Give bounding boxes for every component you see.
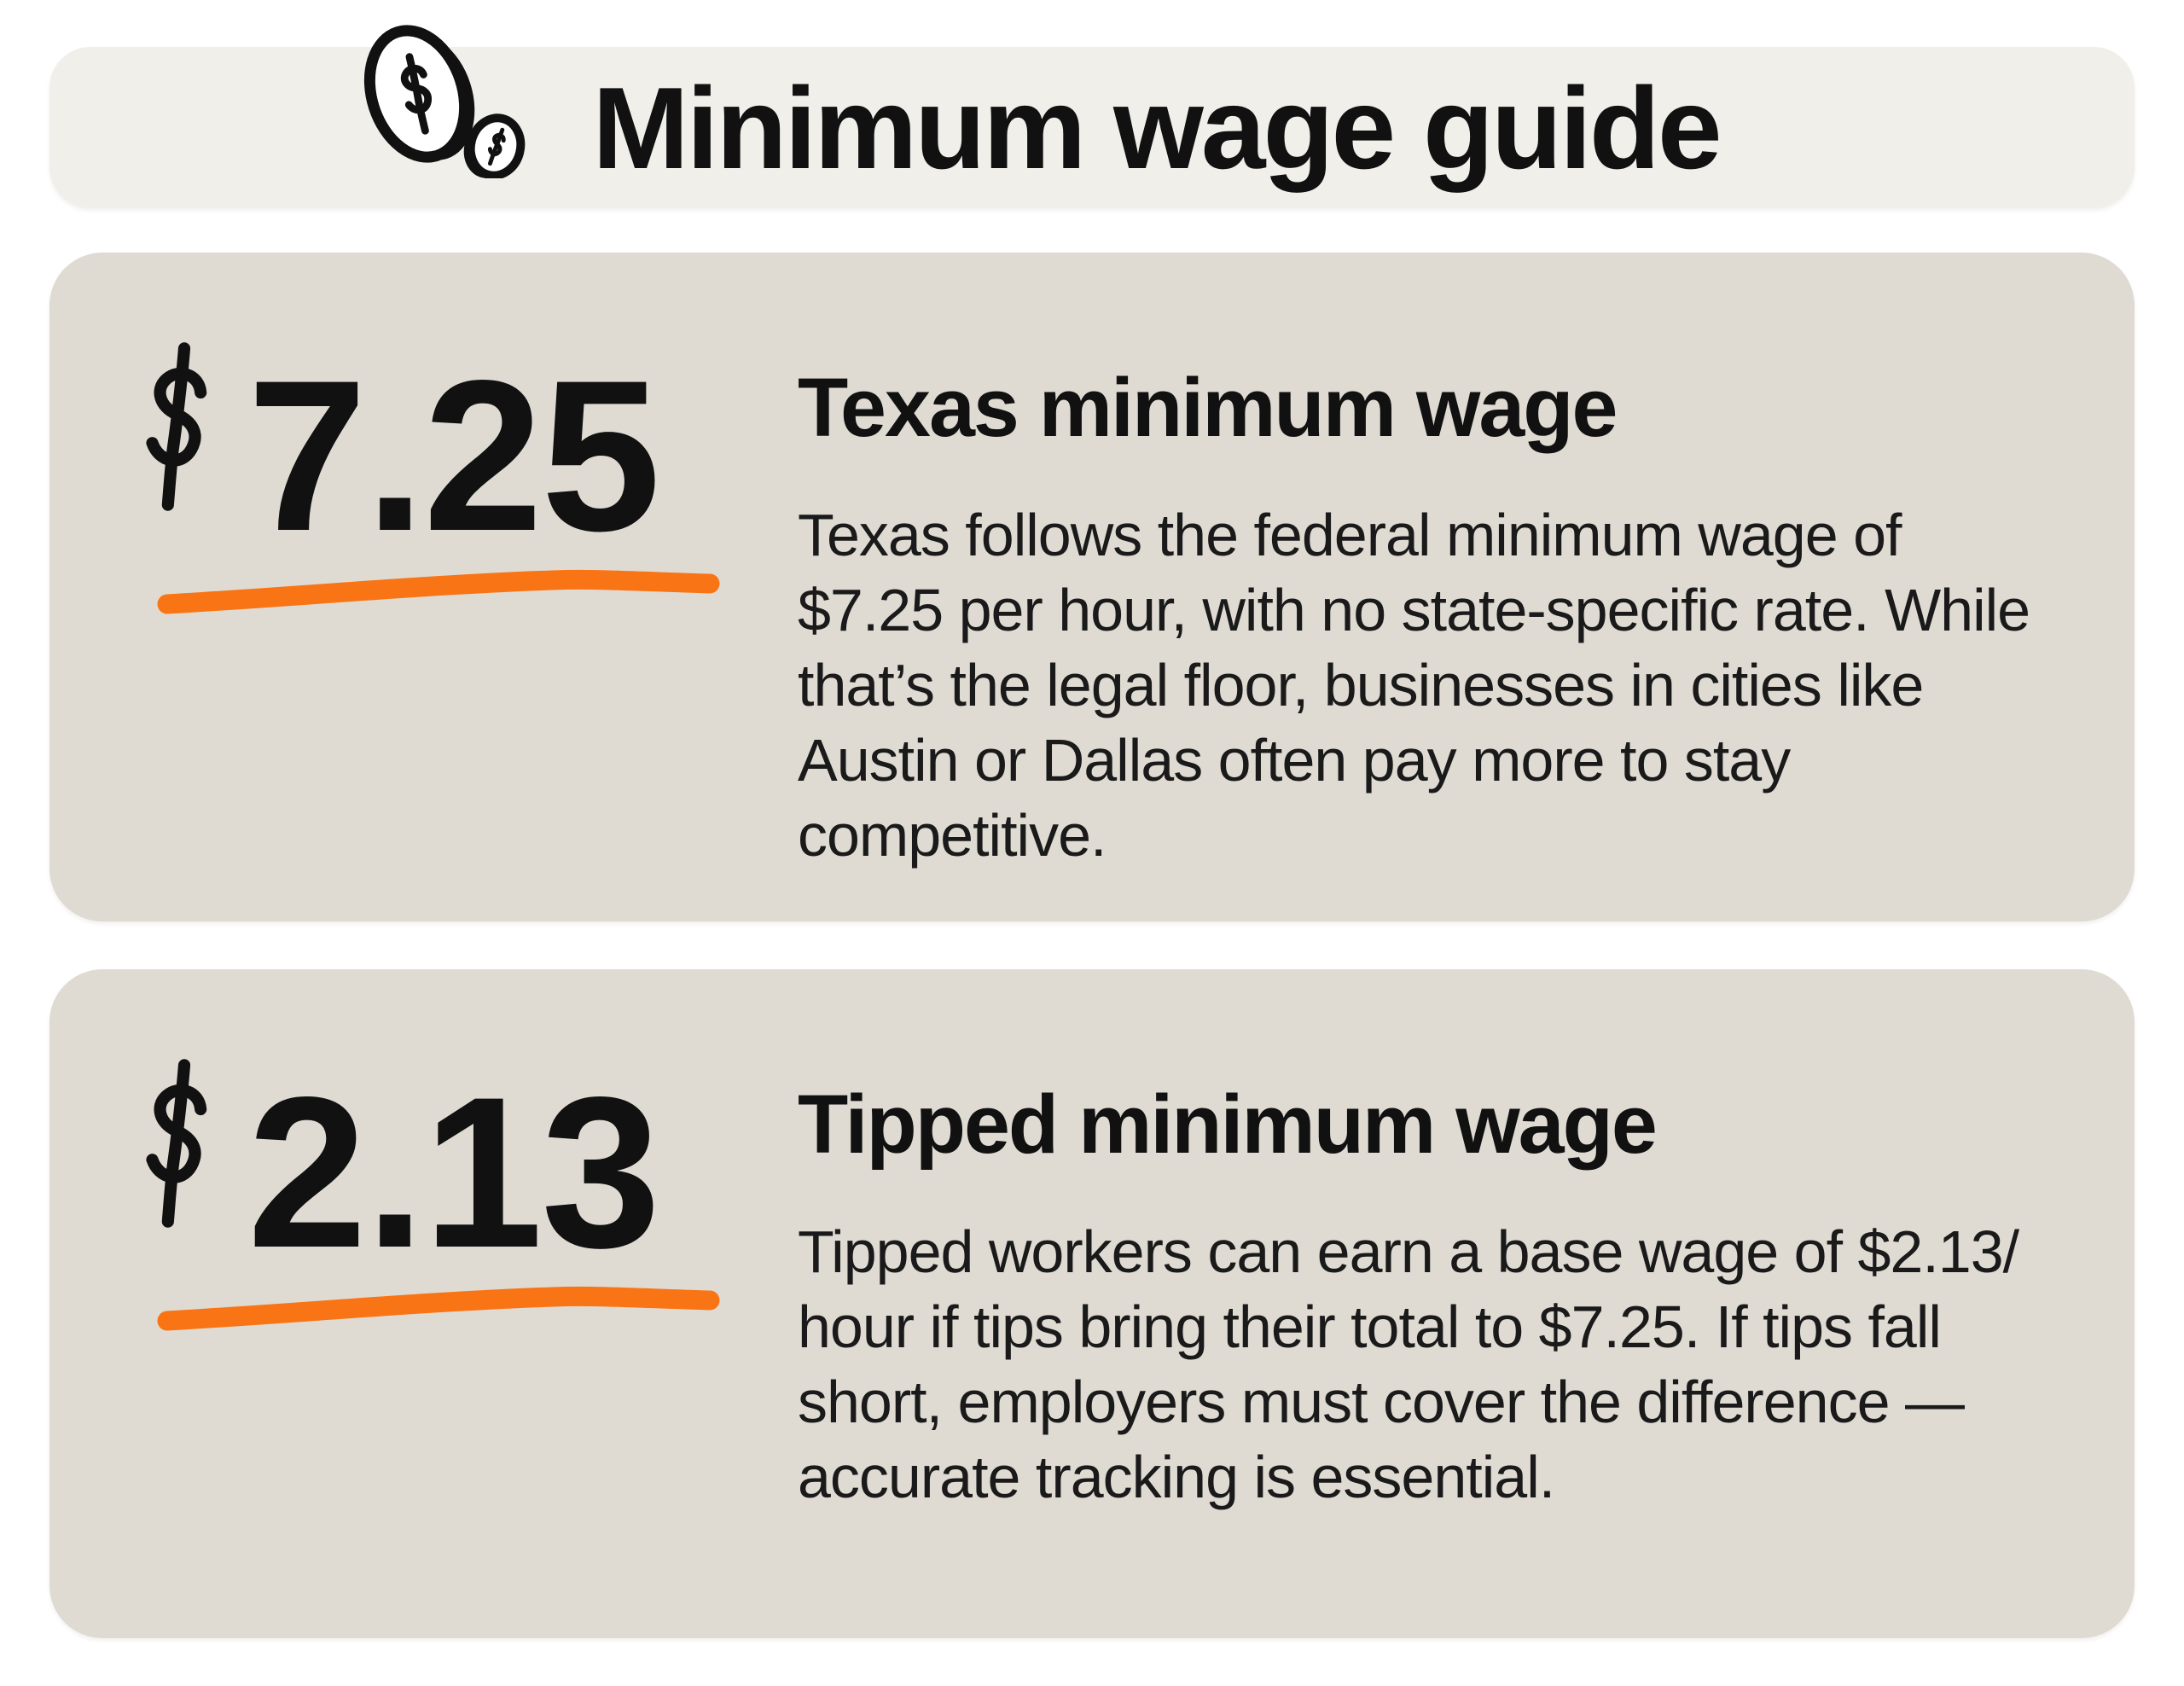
text-column: Tipped minimum wage Tipped workers can e… — [798, 969, 2066, 1638]
header-band: Minimum wage guide — [49, 25, 2135, 208]
amount-value: 2.13 — [247, 1053, 660, 1293]
wage-card-texas: 7.25 Texas minimum wage Texas follows th… — [49, 253, 2135, 921]
body-line: Tipped workers can earn a base wage of $… — [798, 1218, 2019, 1285]
body-line: competitive. — [798, 802, 1107, 869]
wage-card-tipped: 2.13 Tipped minimum wage Tipped workers … — [49, 969, 2135, 1638]
hand-drawn-dollar-icon — [135, 1058, 217, 1229]
amount-group: 2.13 — [128, 1053, 798, 1293]
body-line: Austin or Dallas often pay more to stay — [798, 727, 1791, 794]
body-line: $7.25 per hour, with no state-specific r… — [798, 577, 2030, 643]
hand-drawn-dollar-icon — [135, 341, 217, 512]
card-heading: Tipped minimum wage — [798, 1078, 1658, 1171]
card-heading: Texas minimum wage — [798, 361, 1618, 454]
big-coin — [363, 25, 475, 163]
dollar-coins-icon — [363, 25, 526, 178]
amount-column: 7.25 — [128, 253, 798, 921]
amount-value: 7.25 — [247, 336, 660, 576]
body-line: accurate tracking is essential. — [798, 1444, 1555, 1510]
body-line: short, employers must cover the differen… — [798, 1369, 1965, 1435]
body-line: that’s the legal floor, businesses in ci… — [798, 652, 1924, 718]
text-column: Texas minimum wage Texas follows the fed… — [798, 253, 2066, 921]
body-line: hour if tips bring their total to $7.25.… — [798, 1294, 1942, 1360]
page-title: Minimum wage guide — [592, 62, 1722, 193]
amount-group: 7.25 — [128, 336, 798, 576]
card-body: Tipped workers can earn a base wage of $… — [798, 1214, 2066, 1514]
body-line: Texas follows the federal minimum wage o… — [798, 502, 1902, 568]
card-body: Texas follows the federal minimum wage o… — [798, 497, 2066, 873]
amount-column: 2.13 — [128, 969, 798, 1638]
small-coin — [463, 113, 526, 178]
